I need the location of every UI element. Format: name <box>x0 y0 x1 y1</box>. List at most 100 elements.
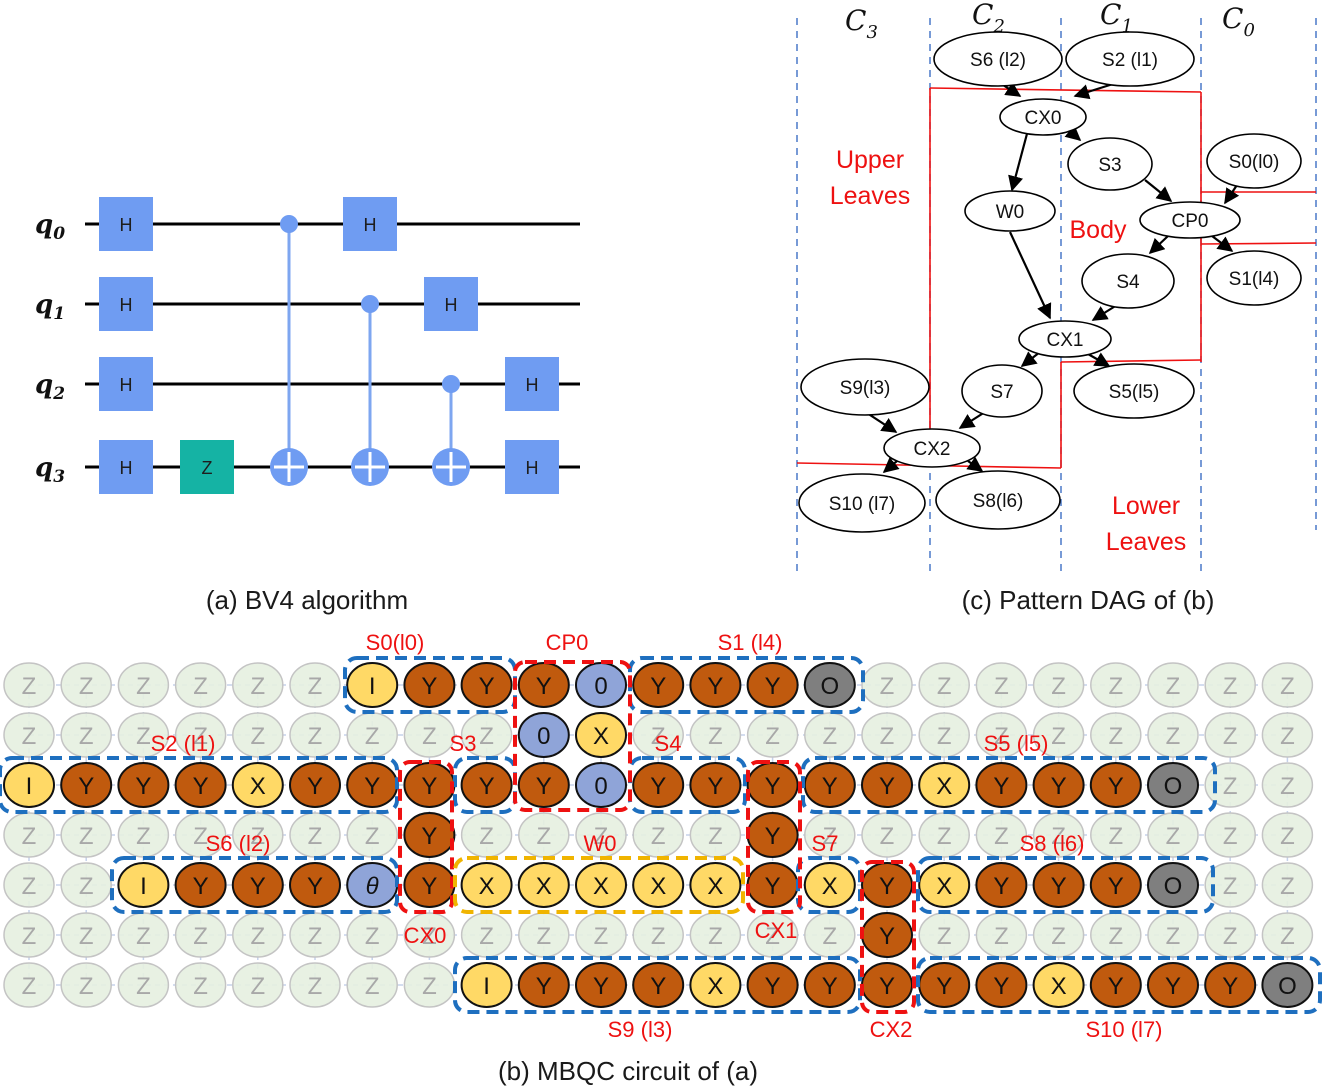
svg-text:Z: Z <box>1223 773 1238 800</box>
qubit-node-z: Z <box>918 662 970 708</box>
svg-text:Y: Y <box>1108 973 1124 1000</box>
qubit-node-y: Y <box>746 862 799 908</box>
qubit-node-0: 0 <box>517 712 570 758</box>
qubit-node-z: Z <box>689 912 742 958</box>
qubit-node-theta: θ <box>346 862 399 908</box>
qubit-node-z: Z <box>1204 712 1256 758</box>
svg-text:H: H <box>120 375 133 395</box>
group-box-s8 <box>916 856 1215 914</box>
svg-text:Z: Z <box>937 723 952 750</box>
svg-text:I: I <box>483 973 490 1000</box>
qubit-node-y: Y <box>1032 762 1085 808</box>
dag-node: S6 (l2) <box>933 31 1063 87</box>
qubit-node-x: X <box>575 862 627 908</box>
svg-text:Z: Z <box>1223 823 1238 850</box>
qubit-node-y: Y <box>689 762 742 808</box>
qubit-node-z: Z <box>460 812 513 858</box>
h-gate: H <box>505 440 559 494</box>
qubit-node-y: Y <box>517 662 570 708</box>
svg-text:S2 (l1): S2 (l1) <box>1102 50 1158 71</box>
qubit-node-y: Y <box>403 862 456 908</box>
svg-text:Z: Z <box>193 923 208 950</box>
qubit-node-z: Z <box>746 712 799 758</box>
svg-text:H: H <box>364 215 377 235</box>
label-s9: S9 (l3) <box>608 1017 673 1042</box>
label-s2: S2 (l1) <box>151 731 216 756</box>
label-s4: S4 <box>655 731 682 756</box>
dag-node: S9(l3) <box>800 358 930 416</box>
svg-text:Y: Y <box>193 873 209 900</box>
qubit-node-0: 0 <box>575 762 627 808</box>
svg-text:Z: Z <box>822 823 837 850</box>
svg-text:Z: Z <box>193 823 208 850</box>
svg-text:S8(l6): S8(l6) <box>973 491 1024 512</box>
column-label: C1 <box>1100 0 1133 37</box>
qubit-node-z: Z <box>117 812 170 858</box>
qubit-node-x: X <box>918 762 971 808</box>
svg-text:Y: Y <box>879 923 895 950</box>
qubit-node-z: Z <box>346 712 398 758</box>
svg-text:Z: Z <box>136 723 151 750</box>
qubit-node-i: I <box>117 862 170 908</box>
svg-text:Y: Y <box>650 673 666 700</box>
label-s7: S7 <box>812 831 839 856</box>
group-box-s6 <box>110 856 399 914</box>
svg-text:Y: Y <box>822 973 838 1000</box>
group-box-s9 <box>453 956 862 1014</box>
region-label-lower-leaves: Lower <box>1112 492 1180 520</box>
svg-text:Z: Z <box>365 923 380 950</box>
qubit-node-z: Z <box>746 912 799 958</box>
svg-text:Z: Z <box>422 923 437 950</box>
qubit-node-y: Y <box>1089 862 1142 908</box>
svg-text:Z: Z <box>22 973 37 1000</box>
svg-text:X: X <box>593 723 609 750</box>
qubit-node-z: Z <box>861 812 913 858</box>
svg-text:Z: Z <box>1108 923 1123 950</box>
svg-text:Y: Y <box>879 773 895 800</box>
qubit-node-o: O <box>1147 862 1199 908</box>
control-dot <box>442 375 460 393</box>
qubit-node-o: O <box>803 662 856 708</box>
qubit-node-z: Z <box>1204 762 1256 808</box>
qubit-label: q1 <box>35 290 65 324</box>
qubit-node-z: Z <box>289 812 341 858</box>
qubit-node-y: Y <box>918 962 971 1008</box>
qubit-node-y: Y <box>174 862 227 908</box>
svg-text:Z: Z <box>79 673 94 700</box>
qubit-node-z: Z <box>689 712 742 758</box>
svg-text:H: H <box>120 295 133 315</box>
qubit-node-z: Z <box>632 712 684 758</box>
svg-text:Y: Y <box>879 973 895 1000</box>
svg-text:Z: Z <box>937 673 952 700</box>
column-label: C3 <box>845 4 878 43</box>
dag-node: S1(l4) <box>1206 250 1302 306</box>
svg-text:Y: Y <box>421 873 437 900</box>
svg-text:0: 0 <box>537 723 550 750</box>
qubit-node-x: X <box>460 862 513 908</box>
label-s6: S6 (l2) <box>206 831 271 856</box>
svg-text:Z: Z <box>880 673 895 700</box>
svg-text:Z: Z <box>1223 923 1238 950</box>
qubit-node-z: Z <box>1261 862 1314 908</box>
qubit-node-y: Y <box>1147 962 1199 1008</box>
qubit-node-y: Y <box>231 862 284 908</box>
qubit-node-z: Z <box>60 662 112 708</box>
qubit-node-y: Y <box>460 662 513 708</box>
qubit-node-0: 0 <box>575 662 627 708</box>
svg-text:Y: Y <box>765 873 781 900</box>
qubit-node-x: X <box>689 962 742 1008</box>
qubit-node-x: X <box>575 712 627 758</box>
qubit-node-z: Z <box>289 912 341 958</box>
qubit-node-y: Y <box>803 962 856 1008</box>
dag-node: S8(l6) <box>935 470 1061 530</box>
svg-text:Y: Y <box>765 823 781 850</box>
svg-text:O: O <box>1164 873 1183 900</box>
qubit-node-z: Z <box>60 912 112 958</box>
svg-text:H: H <box>120 458 133 478</box>
svg-text:Y: Y <box>593 973 609 1000</box>
svg-text:Z: Z <box>79 823 94 850</box>
dag-node: W0 <box>964 190 1056 232</box>
svg-text:H: H <box>526 375 539 395</box>
h-gate: H <box>424 277 478 331</box>
svg-text:Z: Z <box>708 823 723 850</box>
